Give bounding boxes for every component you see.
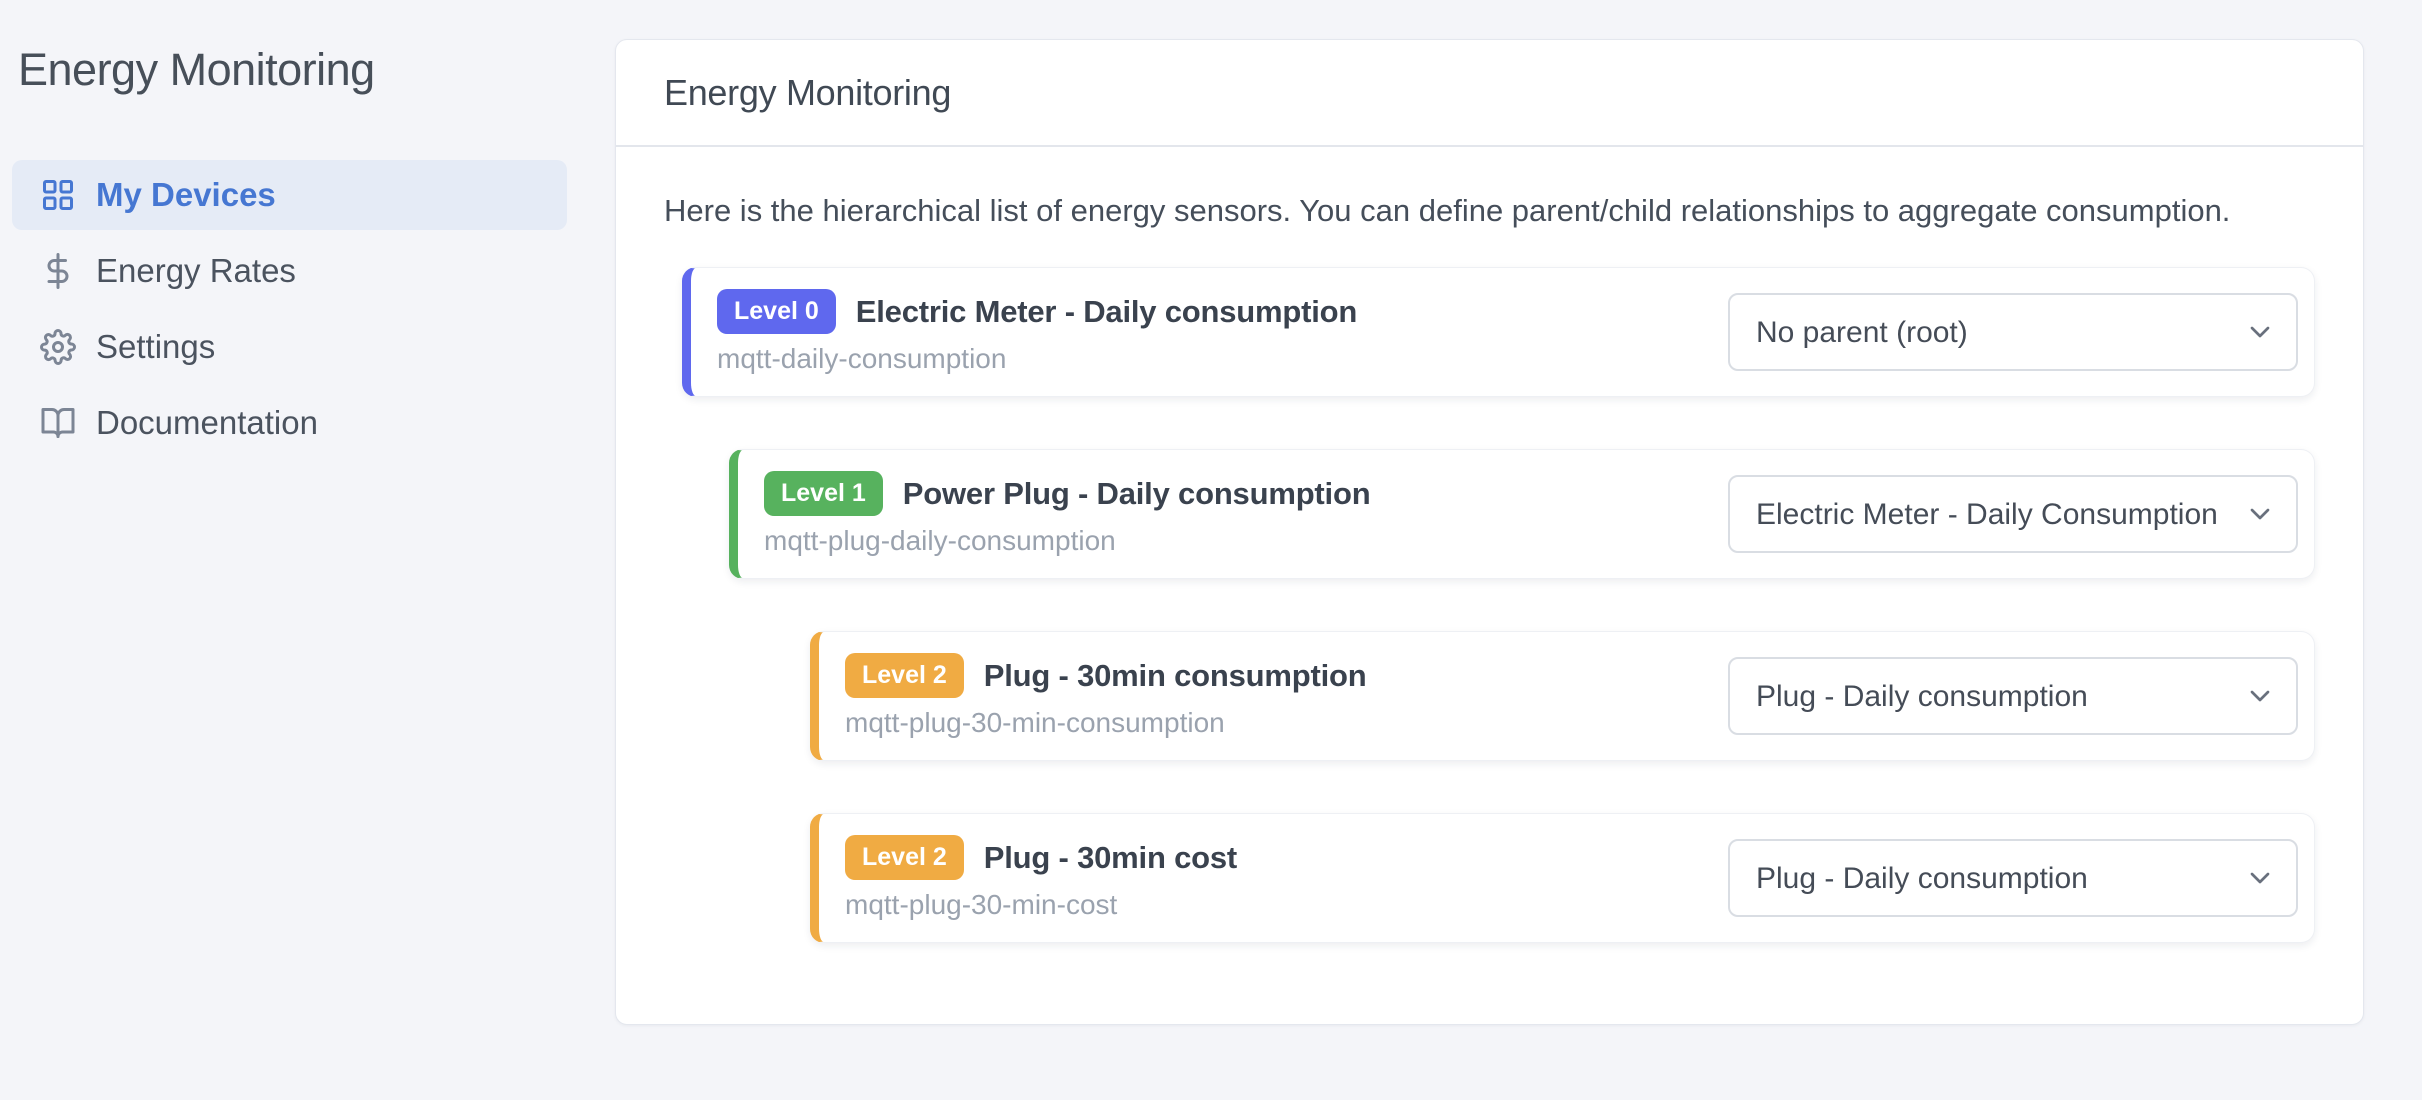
parent-select[interactable]: No parent (root) <box>1728 293 2298 371</box>
parent-select[interactable]: Plug - Daily consumption <box>1728 657 2298 735</box>
sensor-info: Level 1 Power Plug - Daily consumption m… <box>764 471 1371 557</box>
sidebar-nav-list: My Devices Energy Rates Settings Documen… <box>12 160 567 458</box>
sensor-name: Plug - 30min consumption <box>983 657 1367 693</box>
dollar-icon <box>40 253 76 289</box>
sidebar-item-label: Energy Rates <box>96 252 296 289</box>
level-badge: Level 1 <box>764 471 883 516</box>
sidebar: Energy Monitoring My Devices Energy Rate… <box>0 0 590 1100</box>
sidebar-item-my-devices[interactable]: My Devices <box>12 160 567 230</box>
sensor-info: Level 2 Plug - 30min cost mqtt-plug-30-m… <box>845 835 1237 921</box>
page-title: Energy Monitoring <box>664 71 952 113</box>
level-badge: Level 0 <box>717 289 836 334</box>
parent-select-wrap: Plug - Daily consumption <box>1728 839 2298 917</box>
parent-select[interactable]: Electric Meter - Daily Consumption <box>1728 475 2298 553</box>
sensor-info: Level 0 Electric Meter - Daily consumpti… <box>717 289 1357 375</box>
sidebar-item-documentation[interactable]: Documentation <box>12 388 567 458</box>
sensor-name: Electric Meter - Daily consumption <box>855 293 1358 329</box>
sensor-card-mqtt-plug-30-min-consumption: Level 2 Plug - 30min consumption mqtt-pl… <box>810 631 2315 761</box>
panel-header: Energy Monitoring <box>616 40 2363 147</box>
parent-select-wrap: Electric Meter - Daily Consumption <box>1728 475 2298 553</box>
sensor-list: Level 0 Electric Meter - Daily consumpti… <box>664 267 2315 943</box>
sidebar-item-settings[interactable]: Settings <box>12 312 567 382</box>
sensor-card-mqtt-plug-30-min-cost: Level 2 Plug - 30min cost mqtt-plug-30-m… <box>810 813 2315 943</box>
level-badge: Level 2 <box>845 835 964 880</box>
main-panel: Energy Monitoring Here is the hierarchic… <box>615 39 2364 1025</box>
sensor-id: mqtt-plug-30-min-consumption <box>845 707 1225 738</box>
sidebar-item-label: Settings <box>96 328 216 365</box>
sensor-name: Power Plug - Daily consumption <box>902 475 1371 511</box>
parent-select-wrap: No parent (root) <box>1728 293 2298 371</box>
sensor-card-mqtt-plug-daily-consumption: Level 1 Power Plug - Daily consumption m… <box>729 449 2315 579</box>
sidebar-item-label: Documentation <box>96 404 318 441</box>
sensor-id: mqtt-daily-consumption <box>717 343 1007 374</box>
description-text: Here is the hierarchical list of energy … <box>664 193 2231 228</box>
sensor-id: mqtt-plug-daily-consumption <box>764 525 1116 556</box>
sidebar-title: Energy Monitoring <box>18 44 375 95</box>
sensor-card-mqtt-daily-consumption: Level 0 Electric Meter - Daily consumpti… <box>682 267 2315 397</box>
sensor-id: mqtt-plug-30-min-cost <box>845 889 1118 920</box>
sensor-info: Level 2 Plug - 30min consumption mqtt-pl… <box>845 653 1367 739</box>
book-open-icon <box>40 405 76 441</box>
sensor-name: Plug - 30min cost <box>983 839 1238 875</box>
parent-select-wrap: Plug - Daily consumption <box>1728 657 2298 735</box>
level-badge: Level 2 <box>845 653 964 698</box>
grid-icon <box>40 177 76 213</box>
gear-icon <box>40 329 76 365</box>
sidebar-item-label: My Devices <box>96 176 276 213</box>
parent-select[interactable]: Plug - Daily consumption <box>1728 839 2298 917</box>
sidebar-nav: My Devices Energy Rates Settings Documen… <box>12 160 590 458</box>
panel-body: Here is the hierarchical list of energy … <box>616 147 2363 943</box>
sidebar-item-energy-rates[interactable]: Energy Rates <box>12 236 567 306</box>
